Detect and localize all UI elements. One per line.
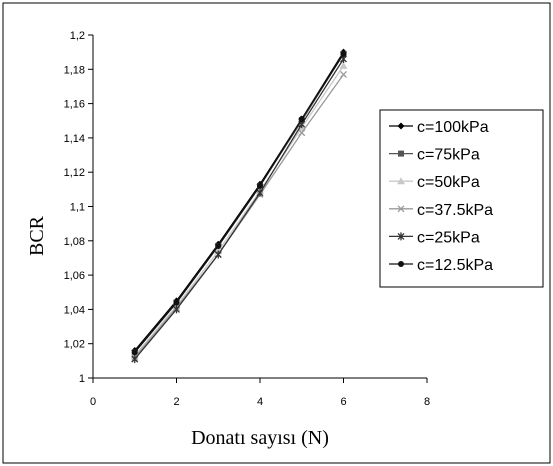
data-point xyxy=(298,129,306,137)
data-point xyxy=(398,150,404,157)
data-point xyxy=(298,116,305,123)
data-point xyxy=(257,182,263,189)
data-point xyxy=(131,355,139,364)
y-tick-labels: 1 1,02 1,04 1,06 1,08 1,1 1,12 1,14 1,16 1,18 1,2 xyxy=(64,30,85,385)
y-tick-label: 1,1 xyxy=(70,202,85,214)
x-tick-label: 4 xyxy=(257,396,263,408)
legend-label: c=75kPa xyxy=(417,147,480,164)
series xyxy=(131,55,347,364)
legend-item: c=25kPa xyxy=(389,229,480,246)
axes xyxy=(88,34,428,383)
y-tick-label: 1,2 xyxy=(70,30,85,42)
y-tick-label: 1,02 xyxy=(64,339,85,351)
x-tick-label: 2 xyxy=(173,396,179,408)
data-point xyxy=(214,250,222,259)
y-tick-label: 1,04 xyxy=(64,304,85,316)
x-tick-label: 8 xyxy=(424,396,430,408)
y-tick-label: 1,16 xyxy=(64,99,85,111)
x-tick-label: 0 xyxy=(90,396,96,408)
data-point xyxy=(397,122,405,130)
data-point xyxy=(397,205,405,213)
legend-label: c=25kPa xyxy=(417,229,480,246)
y-tick-label: 1,12 xyxy=(64,167,85,179)
data-point xyxy=(173,299,180,306)
legend-label: c=100kPa xyxy=(417,119,489,136)
data-point xyxy=(173,305,180,314)
y-tick-label: 1,06 xyxy=(64,270,85,282)
x-axis-title: Donatı sayısı (N) xyxy=(191,427,329,449)
y-tick-label: 1,18 xyxy=(64,64,85,76)
legend-item: c=12.5kPa xyxy=(389,257,493,274)
series-line xyxy=(134,65,345,357)
data-point xyxy=(397,232,405,241)
legend-box xyxy=(379,109,544,288)
legend: c=100kPa c=75kPa c=50kPa c=37.5kPa c=25kPa c=… xyxy=(379,109,544,288)
legend-item: c=50kPa xyxy=(389,174,480,191)
data-point xyxy=(340,70,347,78)
x-tick-label: 6 xyxy=(340,396,346,408)
legend-label: c=37.5kPa xyxy=(417,202,493,219)
y-tick-label: 1 xyxy=(79,373,85,385)
data-point xyxy=(398,261,404,267)
legend-item: c=37.5kPa xyxy=(389,202,493,219)
series-line xyxy=(134,53,345,353)
series xyxy=(131,50,347,356)
data-point xyxy=(215,242,222,249)
legend-label: c=12.5kPa xyxy=(417,257,493,274)
data-point xyxy=(256,188,264,197)
legend-label: c=50kPa xyxy=(417,174,480,191)
x-tick-labels: 0 2 4 6 8 xyxy=(90,396,430,408)
series-layer xyxy=(130,48,348,364)
data-point xyxy=(340,50,347,57)
data-point xyxy=(131,349,138,356)
y-tick-label: 1,08 xyxy=(64,236,85,248)
legend-item: c=75kPa xyxy=(389,147,480,164)
series-line xyxy=(134,58,345,360)
data-point xyxy=(339,61,348,69)
y-axis-title: BCR xyxy=(26,215,48,256)
data-point xyxy=(397,177,405,185)
legend-item: c=100kPa xyxy=(389,119,489,136)
y-tick-label: 1,14 xyxy=(64,133,85,145)
